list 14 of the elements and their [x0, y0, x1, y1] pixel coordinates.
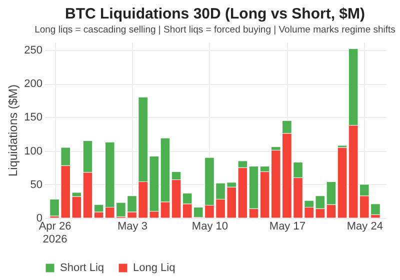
y-tick-label: 250	[24, 44, 42, 57]
y-tick-label: 50	[30, 178, 42, 191]
legend-label: Short Liq	[60, 262, 104, 274]
y-tick-label: 150	[24, 112, 42, 124]
y-axis-title: Liquidations ($M)	[6, 84, 20, 177]
x-tick-label: May 3	[118, 220, 148, 232]
x-tick-label: May 10	[192, 220, 228, 232]
x-tick-label: May 17	[269, 220, 306, 232]
chart-subtitle: Long liqs = cascading selling | Short liqs = forced buying | Volume marks regime shifts	[34, 24, 396, 36]
y-tick-label: 100	[24, 145, 42, 158]
legend-label: Long Liq	[133, 262, 176, 274]
chart-title: BTC Liquidations 30D (Long vs Short, $M)	[65, 6, 366, 22]
y-tick-label: 200	[24, 78, 42, 90]
x-tick-label: May 24	[346, 220, 383, 232]
